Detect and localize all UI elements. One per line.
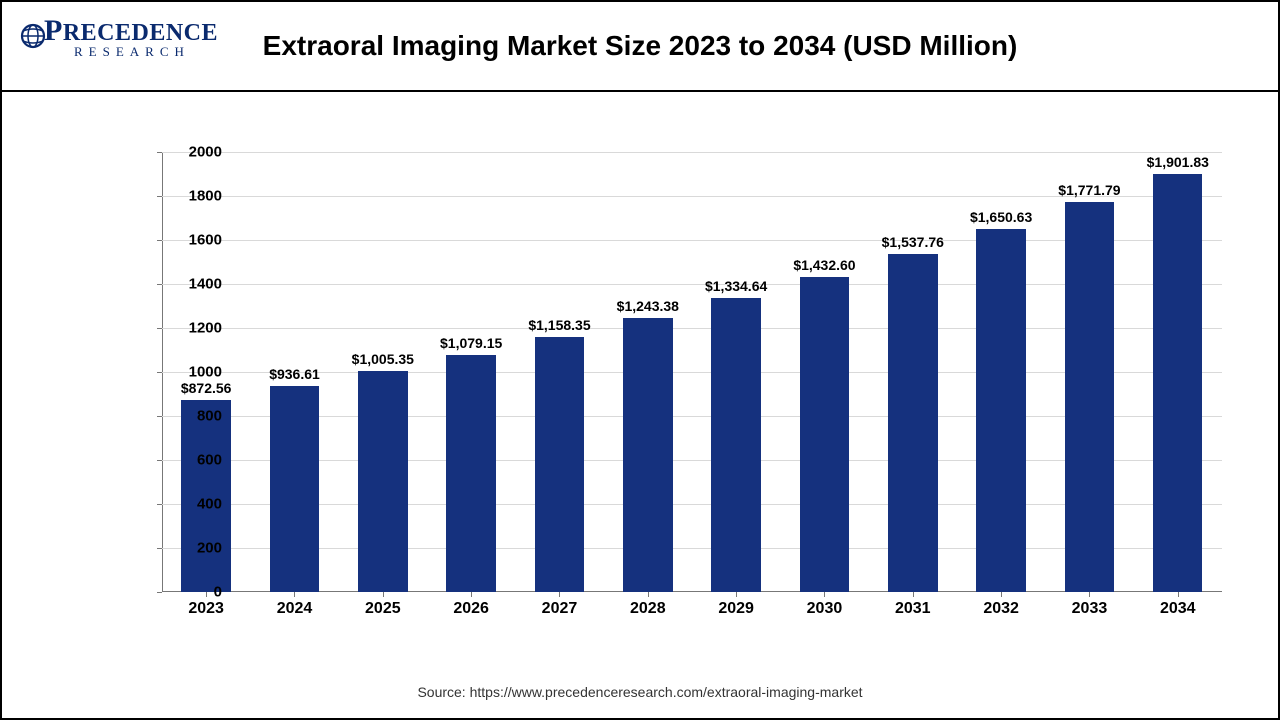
source-text: Source: https://www.precedenceresearch.c… — [2, 684, 1278, 700]
y-tick-label: 1000 — [162, 364, 222, 381]
x-tick-mark — [471, 592, 472, 597]
x-tick-label: 2030 — [780, 600, 868, 618]
y-tick-label: 200 — [162, 540, 222, 557]
bar — [800, 277, 849, 592]
bar — [711, 298, 760, 592]
x-tick-mark — [824, 592, 825, 597]
y-tick-label: 600 — [162, 452, 222, 469]
x-tick-label: 2034 — [1134, 600, 1222, 618]
x-tick-mark — [736, 592, 737, 597]
x-tick-label: 2025 — [339, 600, 427, 618]
chart-container: PRECEDENCE RESEARCH Extraoral Imaging Ma… — [0, 0, 1280, 720]
x-tick-label: 2026 — [427, 600, 515, 618]
x-tick-label: 2024 — [250, 600, 338, 618]
bar-slot: $1,771.792033 — [1045, 152, 1133, 592]
bar-slot: $1,901.832034 — [1134, 152, 1222, 592]
globe-icon — [20, 23, 46, 49]
x-tick-mark — [1089, 592, 1090, 597]
bar-slot: $1,158.352027 — [515, 152, 603, 592]
bar — [976, 229, 1025, 592]
bar-slot: $936.612024 — [250, 152, 338, 592]
x-tick-label: 2032 — [957, 600, 1045, 618]
x-tick-label: 2028 — [604, 600, 692, 618]
bar-slot: $1,650.632032 — [957, 152, 1045, 592]
y-tick-label: 1600 — [162, 232, 222, 249]
bar — [1065, 202, 1114, 592]
plot-region: $872.562023$936.612024$1,005.352025$1,07… — [162, 152, 1222, 592]
x-tick-mark — [294, 592, 295, 597]
bar — [888, 254, 937, 592]
y-tick-label: 800 — [162, 408, 222, 425]
y-tick-label: 1800 — [162, 188, 222, 205]
brand-name: PRECEDENCE — [44, 14, 218, 48]
x-tick-mark — [913, 592, 914, 597]
bar-value-label: $1,901.83 — [1116, 154, 1240, 170]
bar — [1153, 174, 1202, 592]
bar — [358, 371, 407, 592]
x-tick-label: 2023 — [162, 600, 250, 618]
header-bar: PRECEDENCE RESEARCH Extraoral Imaging Ma… — [2, 2, 1278, 92]
bar-slot: $1,005.352025 — [339, 152, 427, 592]
brand-text: PRECEDENCE RESEARCH — [44, 14, 218, 60]
y-tick-label: 1200 — [162, 320, 222, 337]
x-tick-label: 2031 — [869, 600, 957, 618]
x-tick-label: 2029 — [692, 600, 780, 618]
x-tick-mark — [1001, 592, 1002, 597]
y-tick-label: 400 — [162, 496, 222, 513]
bar-slot: $1,243.382028 — [604, 152, 692, 592]
y-tick-label: 1400 — [162, 276, 222, 293]
x-tick-mark — [383, 592, 384, 597]
bar-slot: $1,079.152026 — [427, 152, 515, 592]
bar — [270, 386, 319, 592]
bar — [623, 318, 672, 592]
bar-slot: $1,432.602030 — [780, 152, 868, 592]
bar — [446, 355, 495, 592]
chart-area: $872.562023$936.612024$1,005.352025$1,07… — [102, 132, 1232, 632]
bar — [535, 337, 584, 592]
x-tick-label: 2033 — [1045, 600, 1133, 618]
y-tick-label: 0 — [162, 584, 222, 601]
x-tick-label: 2027 — [515, 600, 603, 618]
y-tick-label: 2000 — [162, 144, 222, 161]
x-tick-mark — [1178, 592, 1179, 597]
x-tick-mark — [559, 592, 560, 597]
x-tick-mark — [648, 592, 649, 597]
brand-logo: PRECEDENCE RESEARCH — [20, 14, 218, 60]
bars-group: $872.562023$936.612024$1,005.352025$1,07… — [162, 152, 1222, 592]
bar-slot: $1,334.642029 — [692, 152, 780, 592]
